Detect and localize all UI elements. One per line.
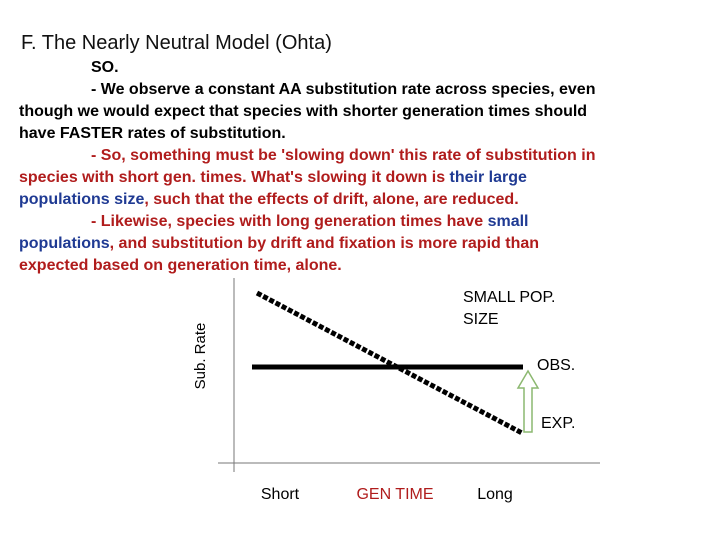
text-line: expected based on generation time, alone… [19,255,709,277]
text-line: populations size, such that the effects … [19,189,709,211]
text-run: populations size [19,191,145,208]
small-pop-label: SMALL POP. [463,289,556,306]
exp-label: EXP. [541,415,575,432]
text-run: species with short gen. times. What's sl… [19,169,450,186]
x-label: Short [261,486,300,503]
small-pop-label: SIZE [463,311,499,328]
obs-label: OBS. [537,357,575,374]
text-line: though we would expect that species with… [19,101,709,123]
text-run: though we would expect that species with… [19,103,588,120]
text-line: - Likewise, species with long generation… [19,211,709,233]
text-run: , such that the effects of drift, alone,… [144,191,519,208]
text-run: - Likewise, species with long generation… [91,213,488,230]
slide-title: F. The Nearly Neutral Model (Ohta) [21,32,332,54]
text-run: SO. [91,59,119,76]
text-run: , and substitution by drift and fixation… [109,235,540,252]
text-line: SO. [19,57,709,79]
arrow [516,369,540,433]
text-run: - We observe a constant AA substitution … [91,81,596,98]
text-run: their large [449,169,527,186]
text-line: populations, and substitution by drift a… [19,233,709,255]
text-line: have FASTER rates of substitution. [19,123,709,145]
text-run: expected based on generation time, alone… [19,257,342,274]
text-run: populations [19,235,110,252]
slide-body: SO. - We observe a constant AA substituti… [19,57,709,277]
expected-line [255,290,524,436]
x-label: GEN TIME [356,486,433,503]
text-line: - We observe a constant AA substitution … [19,79,709,101]
text-line: - So, something must be 'slowing down' t… [19,145,709,167]
x-label: Long [477,486,513,503]
text-run: - So, something must be 'slowing down' t… [91,147,596,164]
text-run: small [487,213,529,230]
text-line: species with short gen. times. What's sl… [19,167,709,189]
y-axis-label: Sub. Rate [192,323,209,390]
text-run: have FASTER rates of substitution. [19,125,286,142]
